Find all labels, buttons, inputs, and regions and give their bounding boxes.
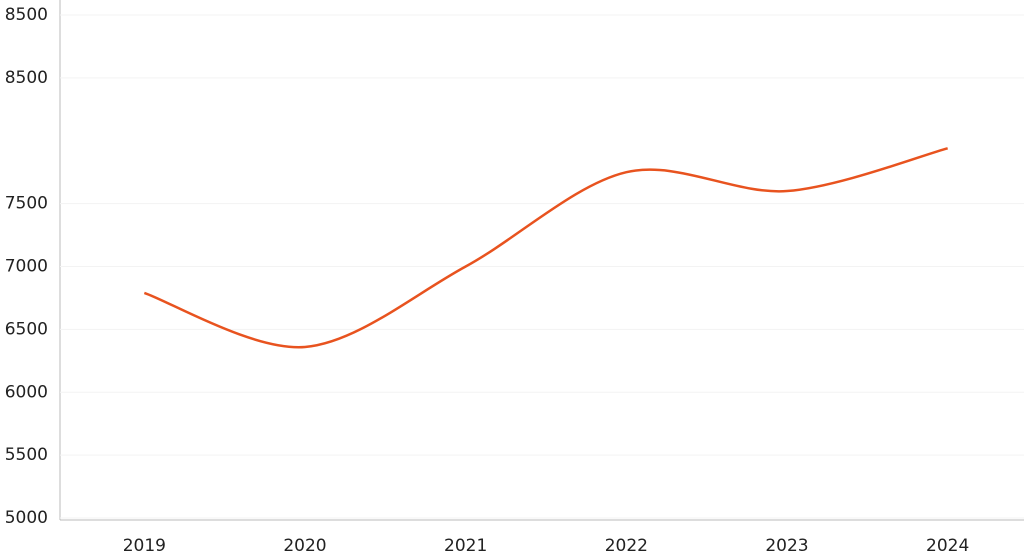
x-tick-label: 2019	[123, 536, 166, 556]
y-tick-label: 6500	[5, 319, 48, 339]
y-tick-label: 7500	[5, 194, 48, 214]
line	[143, 147, 948, 349]
x-tick-label: 2020	[283, 536, 326, 556]
x-tick-label: 2023	[765, 536, 808, 556]
y-tick-label: 8500	[5, 68, 48, 88]
x-tick-label: 2021	[444, 536, 487, 556]
y-tick-label: 7000	[5, 257, 48, 277]
x-tick-label: 2022	[605, 536, 648, 556]
y-tick-label: 6000	[5, 382, 48, 402]
y-tick-label: 8500	[5, 5, 48, 25]
y-tick-label: 5000	[5, 508, 48, 528]
y-tick-label: 5500	[5, 445, 48, 465]
x-tick-label: 2024	[926, 536, 969, 556]
